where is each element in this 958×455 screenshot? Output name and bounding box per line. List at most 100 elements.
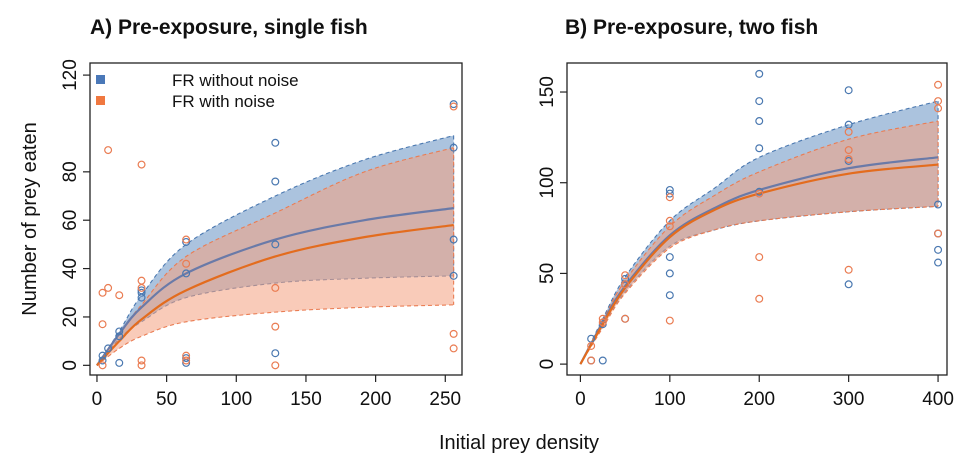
panel-b-point-with-noise bbox=[621, 314, 630, 323]
panel-b-y-tick-label: 150 bbox=[537, 76, 558, 108]
panel-a-point-without-noise bbox=[182, 269, 191, 278]
panel-b-point-with-noise bbox=[844, 146, 853, 155]
panel-a-point-with-noise bbox=[104, 146, 113, 155]
panel-a-title: A) Pre-exposure, single fish bbox=[90, 16, 368, 39]
panel-a-band-upper-without-noise bbox=[96, 135, 454, 366]
panel-b-point-without-noise bbox=[844, 280, 853, 289]
panel-b-point-without-noise bbox=[665, 269, 674, 278]
panel-a-point-without-noise bbox=[271, 240, 280, 249]
panel-a-point-without-noise bbox=[449, 143, 458, 152]
panel-a-point-without-noise bbox=[137, 288, 146, 297]
panel-b-point-with-noise bbox=[665, 222, 674, 231]
panel-a-x-tick-label: 250 bbox=[429, 389, 461, 410]
panel-b-point-without-noise bbox=[621, 274, 630, 283]
panel-b-point-without-noise bbox=[665, 189, 674, 198]
panel-a-y-tick-label: 0 bbox=[60, 360, 81, 371]
panel-a-point-without-noise bbox=[271, 177, 280, 186]
panel-b-point-with-noise bbox=[665, 193, 674, 202]
panel-a-point-with-noise bbox=[449, 344, 458, 353]
panel-b-point-without-noise bbox=[665, 253, 674, 262]
panel-b-point-with-noise bbox=[755, 189, 764, 198]
panel-b-point-with-noise bbox=[665, 316, 674, 325]
panel-b-point-without-noise bbox=[598, 356, 607, 365]
panel-b-point-without-noise bbox=[755, 97, 764, 106]
legend-label-with-noise: FR with noise bbox=[172, 92, 275, 111]
panel-a-curve-with-noise bbox=[96, 223, 454, 367]
panel-a-point-without-noise bbox=[271, 349, 280, 358]
legend-label-without-noise: FR without noise bbox=[172, 71, 299, 90]
panel-b-point-with-noise bbox=[934, 97, 943, 106]
panel-a-point-without-noise bbox=[115, 358, 124, 367]
panel-b-point-with-noise bbox=[598, 318, 607, 327]
panel-a-point-with-noise bbox=[271, 322, 280, 331]
panel-a-y-tick-label: 60 bbox=[60, 210, 81, 231]
panel-b-point-with-noise bbox=[587, 341, 596, 350]
panel-a-point-without-noise bbox=[449, 271, 458, 280]
panel-a-curve-without-noise bbox=[96, 207, 454, 366]
panel-b-point-with-noise bbox=[934, 229, 943, 238]
panel-a-point-with-noise bbox=[98, 288, 107, 297]
panel-b-x-tick-label: 300 bbox=[833, 389, 865, 410]
legend: FR without noise FR with noise bbox=[96, 71, 299, 111]
panel-b-point-without-noise bbox=[755, 117, 764, 126]
panel-a-x-tick-label: 150 bbox=[290, 389, 322, 410]
panel-b-point-with-noise bbox=[934, 80, 943, 89]
panel-b-point-with-noise bbox=[844, 155, 853, 164]
panel-b-band-lower-with-noise bbox=[579, 205, 939, 365]
panel-b-band-lower-without-noise bbox=[579, 205, 939, 365]
panel-b-point-with-noise bbox=[844, 127, 853, 136]
panel-a-x-tick-label: 200 bbox=[360, 389, 392, 410]
panel-a-x-tick-label: 50 bbox=[156, 389, 177, 410]
panel-a-point-with-noise bbox=[137, 276, 146, 285]
panel-a-point-with-noise bbox=[137, 361, 146, 370]
panel-b-x-tick-label: 200 bbox=[743, 389, 775, 410]
panel-a-y-tick-label: 120 bbox=[60, 59, 81, 91]
panel-a-plot-area: 0 50 100 150 200 250 0 20 40 60 80 120 bbox=[60, 59, 461, 410]
panel-a-point-without-noise bbox=[449, 235, 458, 244]
panel-a-point-with-noise bbox=[115, 291, 124, 300]
panel-b-point-with-noise bbox=[755, 294, 764, 303]
panel-b-point-with-noise bbox=[621, 280, 630, 289]
legend-swatch-without-noise bbox=[96, 75, 105, 84]
panel-a-point-with-noise bbox=[182, 351, 191, 360]
panel-b-plot-area: 0 100 200 300 400 0 50 100 150 bbox=[537, 69, 954, 410]
panel-b-y-tick-label: 100 bbox=[537, 167, 558, 199]
panel-b-x-tick-label: 0 bbox=[575, 389, 586, 410]
panel-b-x-tick-label: 400 bbox=[922, 389, 954, 410]
legend-swatch-with-noise bbox=[96, 96, 105, 105]
panel-b-point-with-noise bbox=[587, 356, 596, 365]
panel-a-point-with-noise bbox=[182, 356, 191, 365]
panel-a-point-without-noise bbox=[115, 332, 124, 341]
panel-a-point-without-noise bbox=[98, 356, 107, 365]
panel-b-band-with-noise bbox=[580, 121, 939, 365]
panel-b-curve-with-noise bbox=[579, 163, 939, 365]
panel-a-band-lower-with-noise bbox=[96, 304, 454, 366]
panel-b-point-without-noise bbox=[934, 258, 943, 267]
panel-a-frame bbox=[89, 62, 463, 376]
panel-a-point-without-noise bbox=[449, 100, 458, 109]
panel-a-point-with-noise bbox=[137, 160, 146, 169]
panel-a-point-without-noise bbox=[182, 237, 191, 246]
panel-b-point-with-noise bbox=[621, 271, 630, 280]
panel-a-point-with-noise bbox=[182, 235, 191, 244]
panel-b-x-tick-label: 100 bbox=[654, 389, 686, 410]
panel-b-point-without-noise bbox=[934, 245, 943, 254]
panel-a-point-with-noise bbox=[271, 361, 280, 370]
panel-b-band-upper-without-noise bbox=[579, 100, 939, 365]
panel-a-y-tick-label: 20 bbox=[60, 306, 81, 327]
panel-a-point-with-noise bbox=[104, 283, 113, 292]
y-axis-label: Number of prey eaten bbox=[19, 122, 41, 315]
x-axis-label: Initial prey density bbox=[439, 432, 599, 454]
panel-a-x-tick-label: 100 bbox=[220, 389, 252, 410]
panel-b-title: B) Pre-exposure, two fish bbox=[565, 16, 818, 39]
panel-a-point-with-noise bbox=[449, 329, 458, 338]
panel-a-x-tick-label: 0 bbox=[92, 389, 103, 410]
panel-a-point-with-noise bbox=[271, 283, 280, 292]
panel-a-point-with-noise bbox=[98, 320, 107, 329]
panel-b-point-with-noise bbox=[844, 265, 853, 274]
panel-a-point-with-noise bbox=[449, 102, 458, 111]
panel-a-y-tick-label: 80 bbox=[60, 161, 81, 182]
panel-a-point-without-noise bbox=[98, 351, 107, 360]
panel-a-point-with-noise bbox=[98, 361, 107, 370]
